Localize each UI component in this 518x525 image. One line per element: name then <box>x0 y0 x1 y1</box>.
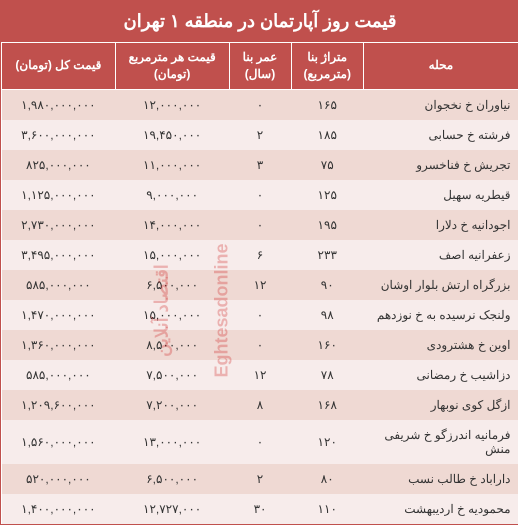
cell-age: ۲ <box>227 120 289 150</box>
cell-age: ۱۲ <box>227 270 289 300</box>
cell-locality: بزرگراه ارتش بلوار اوشان <box>361 270 516 300</box>
cell-locality: اجودانیه خ دلارا <box>361 210 516 240</box>
cell-age: ۰ <box>227 300 289 330</box>
cell-area: ۸۰ <box>289 464 361 494</box>
cell-age: ۰ <box>227 420 289 464</box>
cell-unit-price: ۱۵,۰۰۰,۰۰۰ <box>113 300 227 330</box>
cell-total-price: ۱,۱۲۵,۰۰۰,۰۰۰ <box>0 180 113 210</box>
table-title: قیمت روز آپارتمان در منطقه ۱ تهران <box>0 1 517 42</box>
cell-unit-price: ۱۴,۰۰۰,۰۰۰ <box>113 210 227 240</box>
cell-total-price: ۱,۳۶۰,۰۰۰,۰۰۰ <box>0 330 113 360</box>
col-locality: محله <box>361 43 516 90</box>
cell-unit-price: ۶,۵۰۰,۰۰۰ <box>113 270 227 300</box>
cell-locality: نیاوران خ نخجوان <box>361 89 516 120</box>
cell-area: ۹۰ <box>289 270 361 300</box>
cell-total-price: ۱,۵۶۰,۰۰۰,۰۰۰ <box>0 420 113 464</box>
cell-locality: ازگل کوی نوبهار <box>361 390 516 420</box>
cell-area: ۱۶۵ <box>289 89 361 120</box>
table-row: زعفرانیه اصف۲۳۳۶۱۵,۰۰۰,۰۰۰۳,۴۹۵,۰۰۰,۰۰۰ <box>0 240 517 270</box>
cell-area: ۱۶۰ <box>289 330 361 360</box>
cell-total-price: ۱,۹۸۰,۰۰۰,۰۰۰ <box>0 89 113 120</box>
cell-locality: قیطریه سهیل <box>361 180 516 210</box>
cell-total-price: ۳,۴۹۵,۰۰۰,۰۰۰ <box>0 240 113 270</box>
table-row: اجودانیه خ دلارا۱۹۵۰۱۴,۰۰۰,۰۰۰۲,۷۳۰,۰۰۰,… <box>0 210 517 240</box>
cell-unit-price: ۱۱,۰۰۰,۰۰۰ <box>113 150 227 180</box>
table-row: فرمانیه اندرزگو خ شریفی منش۱۲۰۰۱۳,۰۰۰,۰۰… <box>0 420 517 464</box>
price-table: محله متراژ بنا (مترمربع) عمر بنا (سال) ق… <box>0 42 517 524</box>
cell-locality: داراباد خ طالب نسب <box>361 464 516 494</box>
cell-age: ۰ <box>227 210 289 240</box>
cell-area: ۱۱۰ <box>289 494 361 524</box>
cell-area: ۱۶۸ <box>289 390 361 420</box>
cell-unit-price: ۱۲,۷۲۷,۰۰۰ <box>113 494 227 524</box>
cell-locality: محمودیه خ اردیبهشت <box>361 494 516 524</box>
table-row: داراباد خ طالب نسب۸۰۲۶,۵۰۰,۰۰۰۵۲۰,۰۰۰,۰۰… <box>0 464 517 494</box>
cell-unit-price: ۱۲,۰۰۰,۰۰۰ <box>113 89 227 120</box>
cell-age: ۰ <box>227 89 289 120</box>
table-body: نیاوران خ نخجوان۱۶۵۰۱۲,۰۰۰,۰۰۰۱,۹۸۰,۰۰۰,… <box>0 89 517 524</box>
table-wrapper: اقتصاد آنلاین Eghtesadonline قیمت روز آپ… <box>0 0 518 525</box>
col-age: عمر بنا (سال) <box>227 43 289 90</box>
col-area: متراژ بنا (مترمربع) <box>289 43 361 90</box>
cell-unit-price: ۷,۲۰۰,۰۰۰ <box>113 390 227 420</box>
cell-age: ۲ <box>227 464 289 494</box>
cell-locality: تجریش خ فناخسرو <box>361 150 516 180</box>
col-total-price: قیمت کل (تومان) <box>0 43 113 90</box>
cell-age: ۳۰ <box>227 494 289 524</box>
cell-area: ۱۸۵ <box>289 120 361 150</box>
cell-locality: زعفرانیه اصف <box>361 240 516 270</box>
price-table-container: قیمت روز آپارتمان در منطقه ۱ تهران محله … <box>0 0 518 525</box>
table-row: محمودیه خ اردیبهشت۱۱۰۳۰۱۲,۷۲۷,۰۰۰۱,۴۰۰,۰… <box>0 494 517 524</box>
cell-unit-price: ۱۵,۰۰۰,۰۰۰ <box>113 240 227 270</box>
cell-area: ۷۵ <box>289 150 361 180</box>
table-row: تجریش خ فناخسرو۷۵۳۱۱,۰۰۰,۰۰۰۸۲۵,۰۰۰,۰۰۰ <box>0 150 517 180</box>
cell-area: ۲۳۳ <box>289 240 361 270</box>
cell-area: ۱۲۵ <box>289 180 361 210</box>
cell-unit-price: ۹,۰۰۰,۰۰۰ <box>113 180 227 210</box>
cell-unit-price: ۷,۵۰۰,۰۰۰ <box>113 360 227 390</box>
cell-total-price: ۵۸۵,۰۰۰,۰۰۰ <box>0 270 113 300</box>
cell-age: ۱۲ <box>227 360 289 390</box>
cell-age: ۶ <box>227 240 289 270</box>
cell-total-price: ۵۸۵,۰۰۰,۰۰۰ <box>0 360 113 390</box>
cell-area: ۱۹۵ <box>289 210 361 240</box>
cell-area: ۷۸ <box>289 360 361 390</box>
table-row: نیاوران خ نخجوان۱۶۵۰۱۲,۰۰۰,۰۰۰۱,۹۸۰,۰۰۰,… <box>0 89 517 120</box>
cell-age: ۰ <box>227 330 289 360</box>
cell-unit-price: ۱۹,۴۵۰,۰۰۰ <box>113 120 227 150</box>
table-header-row: محله متراژ بنا (مترمربع) عمر بنا (سال) ق… <box>0 43 517 90</box>
cell-total-price: ۱,۴۰۰,۰۰۰,۰۰۰ <box>0 494 113 524</box>
cell-total-price: ۱,۲۰۹,۶۰۰,۰۰۰ <box>0 390 113 420</box>
table-row: بزرگراه ارتش بلوار اوشان۹۰۱۲۶,۵۰۰,۰۰۰۵۸۵… <box>0 270 517 300</box>
col-unit-price: قیمت هر مترمربع (تومان) <box>113 43 227 90</box>
table-row: فرشته خ حسابی۱۸۵۲۱۹,۴۵۰,۰۰۰۳,۶۰۰,۰۰۰,۰۰۰ <box>0 120 517 150</box>
cell-total-price: ۸۲۵,۰۰۰,۰۰۰ <box>0 150 113 180</box>
table-row: دزاشیب خ رمضانی۷۸۱۲۷,۵۰۰,۰۰۰۵۸۵,۰۰۰,۰۰۰ <box>0 360 517 390</box>
cell-locality: فرمانیه اندرزگو خ شریفی منش <box>361 420 516 464</box>
cell-locality: فرشته خ حسابی <box>361 120 516 150</box>
cell-total-price: ۱,۴۷۰,۰۰۰,۰۰۰ <box>0 300 113 330</box>
cell-age: ۰ <box>227 180 289 210</box>
cell-unit-price: ۱۳,۰۰۰,۰۰۰ <box>113 420 227 464</box>
cell-area: ۹۸ <box>289 300 361 330</box>
table-row: ولنجک نرسیده به خ نوزدهم۹۸۰۱۵,۰۰۰,۰۰۰۱,۴… <box>0 300 517 330</box>
cell-total-price: ۲,۷۳۰,۰۰۰,۰۰۰ <box>0 210 113 240</box>
cell-total-price: ۵۲۰,۰۰۰,۰۰۰ <box>0 464 113 494</box>
cell-area: ۱۲۰ <box>289 420 361 464</box>
cell-age: ۳ <box>227 150 289 180</box>
table-row: اوین خ هشترودی۱۶۰۰۸,۵۰۰,۰۰۰۱,۳۶۰,۰۰۰,۰۰۰ <box>0 330 517 360</box>
cell-locality: ولنجک نرسیده به خ نوزدهم <box>361 300 516 330</box>
cell-unit-price: ۸,۵۰۰,۰۰۰ <box>113 330 227 360</box>
cell-age: ۸ <box>227 390 289 420</box>
table-row: قیطریه سهیل۱۲۵۰۹,۰۰۰,۰۰۰۱,۱۲۵,۰۰۰,۰۰۰ <box>0 180 517 210</box>
cell-total-price: ۳,۶۰۰,۰۰۰,۰۰۰ <box>0 120 113 150</box>
cell-locality: دزاشیب خ رمضانی <box>361 360 516 390</box>
cell-locality: اوین خ هشترودی <box>361 330 516 360</box>
table-row: ازگل کوی نوبهار۱۶۸۸۷,۲۰۰,۰۰۰۱,۲۰۹,۶۰۰,۰۰… <box>0 390 517 420</box>
cell-unit-price: ۶,۵۰۰,۰۰۰ <box>113 464 227 494</box>
